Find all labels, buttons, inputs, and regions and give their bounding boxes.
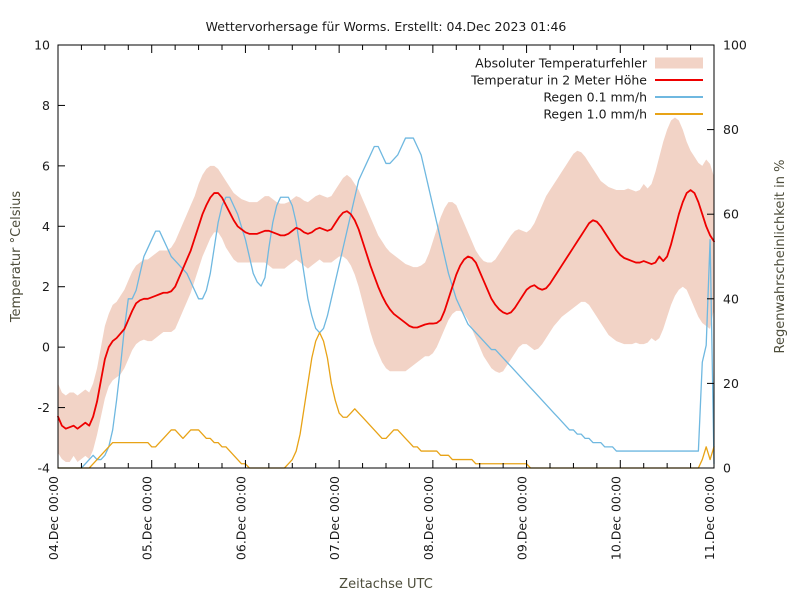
- y-tick-label-left: 4: [42, 219, 50, 234]
- x-tick-label: 07.Dec 00:00: [327, 476, 342, 560]
- y-tick-label-right: 0: [723, 461, 731, 476]
- y-tick-label-right: 20: [723, 376, 739, 391]
- y-tick-label-right: 80: [723, 122, 739, 137]
- y-axis-label-left: Temperatur °Celsius: [9, 191, 24, 324]
- x-tick-label: 04.Dec 00:00: [46, 476, 61, 560]
- y-tick-label-left: -2: [38, 400, 50, 415]
- y-tick-label-right: 40: [723, 291, 739, 306]
- x-tick-label: 08.Dec 00:00: [421, 476, 436, 560]
- legend-swatch-band: [655, 57, 703, 69]
- x-tick-label: 11.Dec 00:00: [702, 476, 717, 560]
- legend-label-1: Temperatur in 2 Meter Höhe: [470, 73, 647, 88]
- y-tick-label-right: 100: [723, 38, 747, 53]
- y-tick-label-left: 6: [42, 158, 50, 173]
- x-tick-label: 05.Dec 00:00: [140, 476, 155, 560]
- y-tick-label-right: 60: [723, 207, 739, 222]
- x-tick-label: 06.Dec 00:00: [233, 476, 248, 560]
- y-tick-label-left: 2: [42, 279, 50, 294]
- rain-01mm-line: [57, 137, 715, 469]
- temperature-line: [57, 189, 715, 430]
- legend-label-3: Regen 1.0 mm/h: [543, 107, 647, 122]
- x-tick-label: 10.Dec 00:00: [608, 476, 623, 560]
- y-axis-label-right: Regenwahrscheinlichkeit in %: [773, 160, 788, 354]
- y-tick-label-left: 10: [34, 38, 50, 53]
- legend-label-0: Absoluter Temperaturfehler: [475, 56, 648, 71]
- temperature-error-band: [58, 117, 714, 462]
- x-axis-label: Zeitachse UTC: [339, 577, 433, 592]
- x-tick-label: 09.Dec 00:00: [515, 476, 530, 560]
- y-tick-label-left: 8: [42, 98, 50, 113]
- y-tick-label-left: 0: [42, 340, 50, 355]
- chart-title: Wettervorhersage für Worms. Erstellt: 04…: [206, 19, 567, 34]
- legend-label-2: Regen 0.1 mm/h: [543, 90, 647, 105]
- y-tick-label-left: -4: [38, 461, 51, 476]
